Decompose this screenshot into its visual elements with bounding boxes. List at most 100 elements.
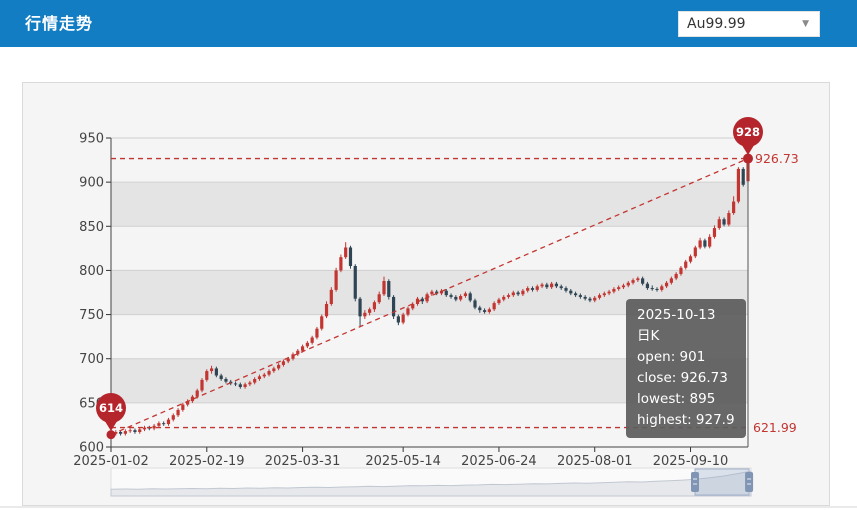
candle[interactable] (712, 228, 717, 237)
candle[interactable] (645, 283, 650, 289)
candle[interactable] (502, 296, 506, 300)
candle[interactable] (688, 256, 693, 262)
candle[interactable] (176, 409, 180, 416)
navigator-handle[interactable] (745, 472, 754, 492)
candle[interactable] (526, 288, 530, 291)
candle[interactable] (142, 427, 147, 430)
candle[interactable] (348, 247, 353, 267)
candle[interactable] (535, 286, 539, 290)
candle[interactable] (583, 296, 587, 299)
candle[interactable] (162, 423, 166, 425)
candle[interactable] (641, 278, 645, 284)
candle[interactable] (238, 384, 242, 387)
candle[interactable] (650, 288, 654, 290)
candle[interactable] (286, 358, 290, 362)
candle[interactable] (358, 298, 362, 317)
candle[interactable] (741, 168, 745, 185)
candle[interactable] (708, 236, 712, 247)
candle[interactable] (559, 286, 563, 289)
candle[interactable] (597, 295, 602, 298)
candle[interactable] (387, 281, 391, 297)
candle[interactable] (190, 396, 195, 402)
candle[interactable] (717, 219, 721, 229)
candle[interactable] (588, 298, 592, 301)
candle[interactable] (411, 303, 415, 309)
candle[interactable] (564, 288, 568, 291)
candle[interactable] (430, 291, 434, 295)
candle[interactable] (487, 309, 491, 312)
candle[interactable] (377, 294, 381, 303)
candle[interactable] (602, 293, 606, 296)
candle[interactable] (334, 270, 338, 290)
candle[interactable] (468, 293, 472, 301)
candle[interactable] (660, 286, 664, 290)
candle[interactable] (516, 292, 520, 295)
candle[interactable] (679, 267, 683, 274)
candle[interactable] (368, 309, 372, 313)
candle[interactable] (521, 290, 525, 295)
candle[interactable] (578, 295, 582, 297)
candle[interactable] (459, 296, 463, 300)
candle[interactable] (593, 297, 597, 301)
candle[interactable] (272, 368, 276, 372)
candle[interactable] (391, 296, 396, 317)
candle[interactable] (569, 290, 573, 294)
candle[interactable] (300, 346, 305, 351)
candle[interactable] (128, 430, 132, 432)
candle[interactable] (257, 376, 262, 380)
candle[interactable] (439, 290, 444, 294)
candle[interactable] (636, 278, 640, 281)
candle[interactable] (540, 284, 544, 287)
candle[interactable] (205, 371, 209, 380)
candle[interactable] (138, 429, 142, 432)
candle[interactable] (497, 299, 501, 304)
candle[interactable] (382, 281, 386, 295)
candle[interactable] (406, 308, 410, 315)
candle[interactable] (329, 289, 333, 304)
candle[interactable] (607, 291, 611, 294)
instrument-select[interactable]: Au99.99 ▼ (678, 11, 820, 37)
candle[interactable] (401, 314, 405, 323)
candle[interactable] (612, 288, 616, 292)
candle[interactable] (669, 278, 673, 283)
candle[interactable] (463, 293, 468, 297)
candle[interactable] (224, 379, 228, 382)
candle[interactable] (243, 384, 247, 387)
candle[interactable] (554, 283, 559, 287)
candle[interactable] (123, 431, 127, 434)
candle[interactable] (363, 312, 367, 317)
candle[interactable] (674, 273, 678, 279)
candle[interactable] (621, 285, 626, 288)
candle[interactable] (372, 302, 377, 310)
candle[interactable] (664, 282, 669, 287)
candle[interactable] (320, 316, 324, 329)
candle[interactable] (420, 298, 424, 302)
candle[interactable] (703, 240, 707, 247)
candle[interactable] (444, 290, 448, 296)
candle[interactable] (310, 337, 314, 343)
candle[interactable] (233, 383, 238, 385)
candle[interactable] (698, 240, 702, 248)
candle[interactable] (545, 284, 549, 288)
candle[interactable] (353, 266, 357, 299)
candle[interactable] (530, 288, 535, 290)
candle[interactable] (550, 283, 554, 288)
candle[interactable] (277, 364, 281, 369)
candle[interactable] (171, 415, 175, 420)
candle[interactable] (219, 375, 223, 380)
candle[interactable] (506, 295, 511, 297)
candle[interactable] (200, 379, 204, 391)
candle[interactable] (655, 288, 659, 290)
candle[interactable] (449, 295, 453, 297)
candle[interactable] (727, 213, 731, 225)
candle[interactable] (267, 371, 271, 375)
candle[interactable] (344, 247, 348, 258)
candle[interactable] (152, 425, 156, 429)
candle[interactable] (248, 382, 252, 385)
candle[interactable] (214, 368, 218, 376)
candle[interactable] (511, 292, 515, 296)
candle[interactable] (291, 354, 295, 359)
candle[interactable] (722, 219, 726, 225)
candle[interactable] (324, 303, 329, 317)
candle[interactable] (454, 296, 458, 300)
